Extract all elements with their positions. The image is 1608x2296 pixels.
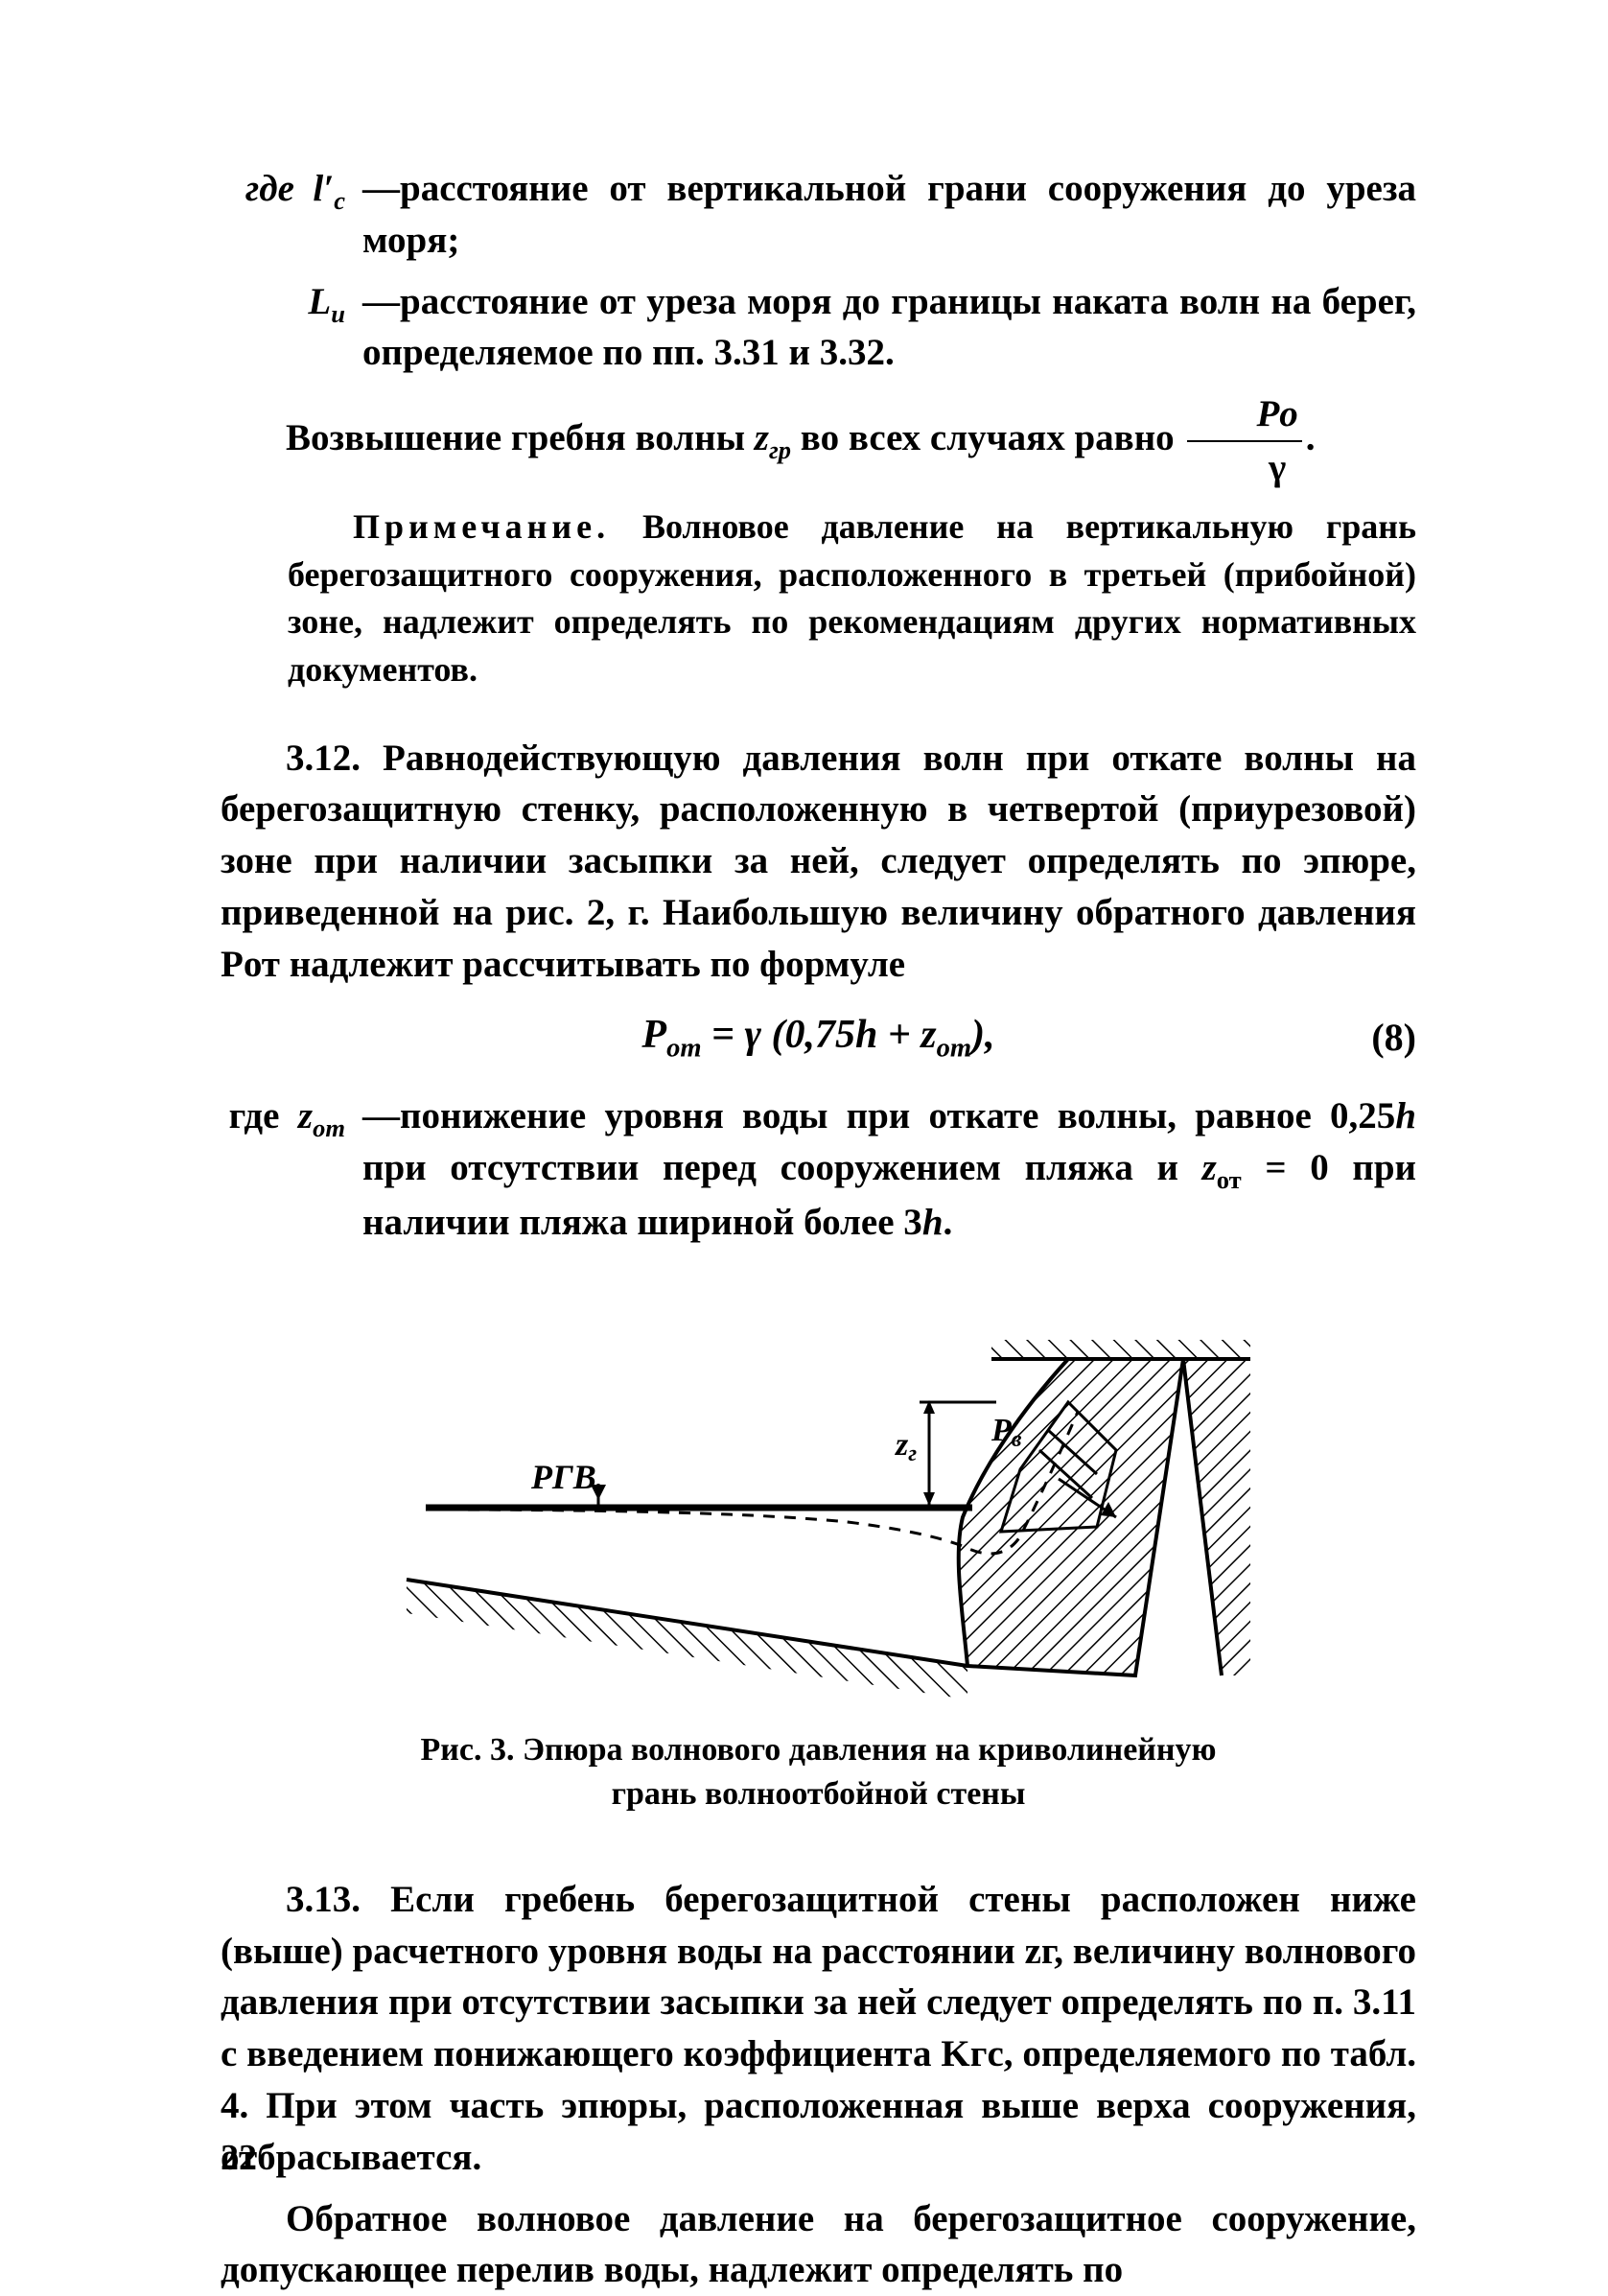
label-zr: zг xyxy=(895,1427,917,1466)
section-3.12: 3.12. Равнодействующую давления волн при… xyxy=(221,733,1416,991)
definition-Li-text: —расстояние от уреза моря до границы нак… xyxy=(362,276,1416,380)
section-3.13-a: 3.13. Если гребень берегозащитной стены … xyxy=(221,1874,1416,2184)
fraction-denominator: γ xyxy=(1187,442,1301,494)
fraction-numerator: Po xyxy=(1187,388,1301,442)
figure-3-svg: РГВ zг Pв xyxy=(387,1287,1250,1709)
where-zot: где zот —понижение уровня воды при откат… xyxy=(221,1090,1416,1249)
definition-lc: где l′c —расстояние от вертикальной гран… xyxy=(221,163,1416,267)
note-label: Примечание. xyxy=(353,507,610,546)
label-rgv: РГВ xyxy=(530,1458,596,1496)
definition-lc-text: —расстояние от вертикальной грани сооруж… xyxy=(362,163,1416,267)
formula-8-expr: Pот = γ (0,75h + zот), xyxy=(641,1012,994,1064)
line-zgr: Возвышение гребня волны zгр во всех случ… xyxy=(221,388,1416,494)
section-3.13-b: Обратное волновое давление на берегозащи… xyxy=(221,2193,1416,2296)
note: Примечание. Волновое давление на вертика… xyxy=(288,504,1416,694)
where-zot-text: —понижение уровня воды при откате волны,… xyxy=(362,1090,1416,1249)
formula-8: Pот = γ (0,75h + zот), (8) xyxy=(221,1012,1416,1064)
figure-3: РГВ zг Pв Рис. 3. Эпюра вол xyxy=(221,1287,1416,1816)
formula-8-number: (8) xyxy=(1371,1015,1416,1060)
definition-Li: Lи —расстояние от уреза моря до границы … xyxy=(221,276,1416,380)
figure-3-caption: Рис. 3. Эпюра волнового давления на крив… xyxy=(221,1728,1416,1816)
page-number: 22 xyxy=(221,2137,257,2179)
